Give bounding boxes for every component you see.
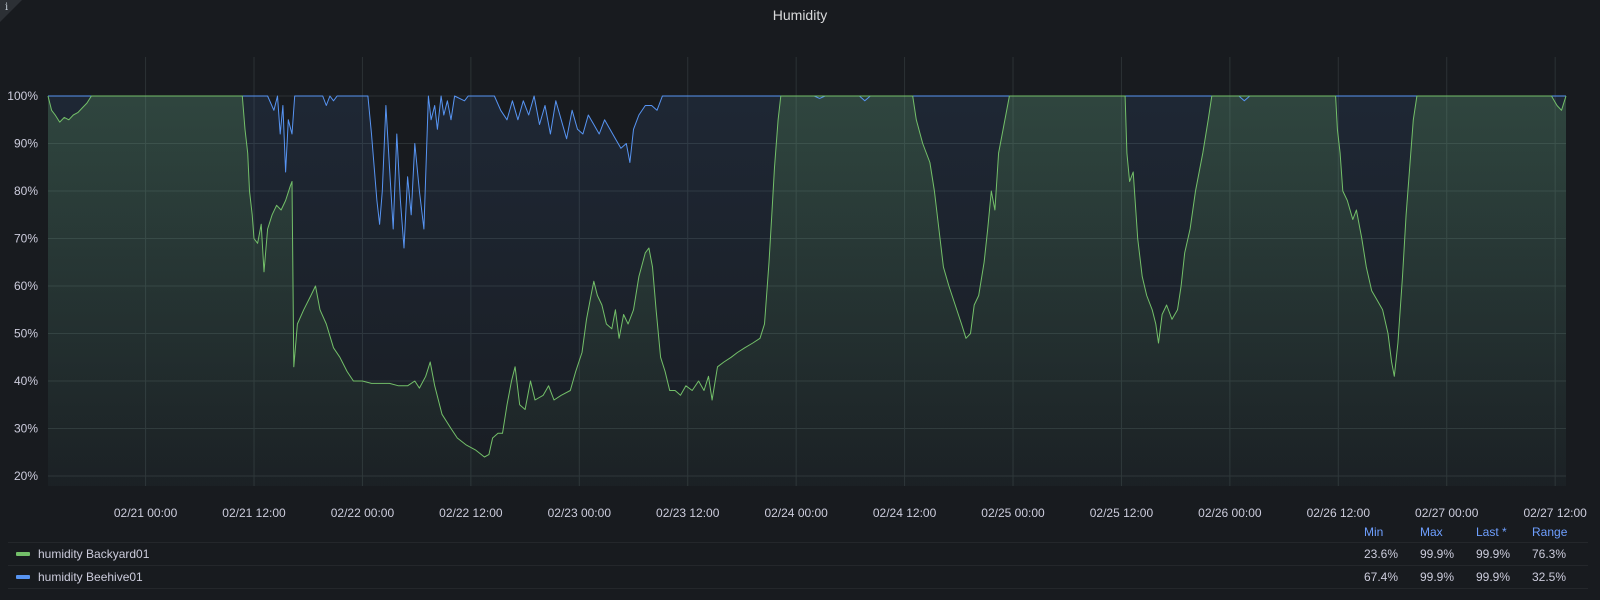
series-line-beehive[interactable] (48, 95, 1566, 249)
legend-range-value: 32.5% (1532, 570, 1567, 584)
legend-series[interactable]: humidity Beehive01 (8, 570, 1364, 584)
legend-header-max[interactable]: Max (1420, 525, 1443, 539)
legend-header: Min Max Last * Range (8, 522, 1588, 542)
x-tick-label: 02/26 12:00 (1307, 506, 1371, 520)
x-tick-label: 02/21 12:00 (222, 506, 286, 520)
series-lines (47, 95, 1567, 458)
y-tick-label: 90% (14, 137, 38, 151)
y-tick-label: 30% (14, 422, 38, 436)
x-tick-label: 02/22 00:00 (331, 506, 395, 520)
x-tick-label: 02/25 12:00 (1090, 506, 1154, 520)
panel-title[interactable]: Humidity (772, 7, 828, 23)
x-axis: 02/21 00:00 02/21 12:00 02/22 00:00 02/22 1… (114, 506, 1587, 520)
legend-max-value: 99.9% (1420, 570, 1455, 584)
series-color-swatch[interactable] (16, 575, 30, 579)
y-tick-label: 50% (14, 327, 38, 341)
x-tick-label: 02/22 12:00 (439, 506, 503, 520)
legend-series[interactable]: humidity Backyard01 (8, 547, 1364, 561)
legend-series-name[interactable]: humidity Backyard01 (38, 547, 150, 561)
legend-max-value: 99.9% (1420, 547, 1455, 561)
x-tick-label: 02/21 00:00 (114, 506, 178, 520)
legend-min-value: 23.6% (1364, 547, 1399, 561)
y-axis: 20% 30% 40% 50% 60% 70% 80% 90% 100% (7, 89, 38, 483)
legend-header-last[interactable]: Last * (1476, 525, 1507, 539)
legend-series-name[interactable]: humidity Beehive01 (38, 570, 143, 584)
y-tick-label: 100% (7, 89, 38, 103)
legend-last-value: 99.9% (1476, 570, 1511, 584)
x-tick-label: 02/27 00:00 (1415, 506, 1479, 520)
legend-last-value: 99.9% (1476, 547, 1511, 561)
y-tick-label: 80% (14, 184, 38, 198)
y-tick-label: 20% (14, 469, 38, 483)
humidity-chart: 20% 30% 40% 50% 60% 70% 80% 90% 100% 02/21 00:00… (7, 57, 1587, 520)
legend-row-backyard[interactable]: humidity Backyard01 23.6% 99.9% 99.9% 76… (8, 542, 1588, 566)
x-tick-label: 02/23 12:00 (656, 506, 720, 520)
y-tick-label: 60% (14, 279, 38, 293)
y-tick-label: 70% (14, 232, 38, 246)
series-color-swatch[interactable] (16, 552, 30, 556)
x-tick-label: 02/25 00:00 (981, 506, 1045, 520)
legend-header-min[interactable]: Min (1364, 525, 1384, 539)
x-tick-label: 02/24 00:00 (764, 506, 828, 520)
panel-corner[interactable] (0, 0, 22, 22)
legend-min-value: 67.4% (1364, 570, 1399, 584)
legend: Min Max Last * Range humidity Backyard01… (8, 522, 1588, 589)
x-tick-label: 02/24 12:00 (873, 506, 937, 520)
legend-range-value: 76.3% (1532, 547, 1567, 561)
y-tick-label: 40% (14, 374, 38, 388)
series-area-backyard (48, 96, 1566, 486)
legend-header-range[interactable]: Range (1532, 525, 1568, 539)
series-line-backyard[interactable] (47, 95, 1567, 458)
legend-row-beehive[interactable]: humidity Beehive01 67.4% 99.9% 99.9% 32.… (8, 566, 1588, 589)
x-tick-label: 02/26 00:00 (1198, 506, 1262, 520)
series-fills (48, 96, 1566, 486)
info-icon[interactable]: i (5, 2, 9, 13)
x-tick-label: 02/27 12:00 (1523, 506, 1587, 520)
x-tick-label: 02/23 00:00 (548, 506, 612, 520)
